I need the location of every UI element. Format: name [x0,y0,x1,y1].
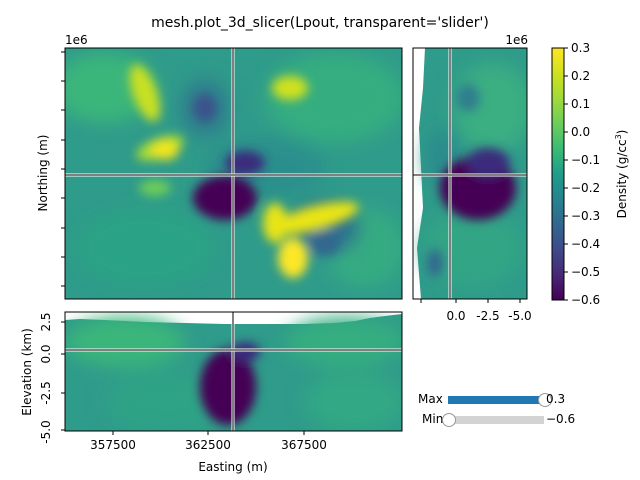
plan-view-offset-text: 1e6 [65,33,88,47]
plan-view-y-ticks [61,51,65,287]
north-section-y-tick-label: -5.0 [39,420,53,443]
figure-title: mesh.plot_3d_slicer(Lpout, transparent='… [151,15,489,31]
max-slider-value: 0.3 [546,392,566,406]
colorbar-gradient [551,47,565,301]
east-section-panel: 1e6 0.0 -2.5 -5.0 [412,33,532,323]
north-section-panel: 357500 362500 367500 Easting (m) 2.5 0.0… [20,311,403,474]
max-slider-fill [448,396,544,404]
north-section-xlabel: Easting (m) [198,460,267,474]
colorbar-tick-label: 0.3 [571,41,590,55]
east-section-offset-text: 1e6 [505,33,528,47]
plan-view-panel: 1e6 Northing (m) [36,33,403,300]
north-section-x-tick-label: 357500 [90,438,136,452]
colorbar-ticks: 0.3 0.2 0.1 0.0 −0.1 −0.2 −0.3 −0.4 −0.5 −0.6 [564,41,600,307]
north-section-y-tick-label: -2.5 [39,381,53,404]
min-slider[interactable]: Min −0.6 [400,410,580,430]
colorbar-tick-label: −0.4 [571,237,600,251]
colorbar: 0.3 0.2 0.1 0.0 −0.1 −0.2 −0.3 −0.4 −0.5 −0.6 Den… [551,41,629,307]
north-section-heatmap [65,312,402,431]
colorbar-tick-label: −0.6 [571,293,600,307]
colorbar-tick-label: −0.1 [571,153,600,167]
east-section-heatmap [413,48,527,299]
plan-view-frame [64,47,403,300]
north-section-y-tick-label: 2.5 [39,312,53,331]
min-slider-track[interactable] [448,416,544,424]
colorbar-label: Density (g/cc3) [614,130,629,219]
north-section-y-tick-label: 0.0 [39,344,53,363]
north-section-ylabel: Elevation (km) [20,328,34,416]
plan-view-ylabel: Northing (m) [36,135,50,212]
min-slider-label: Min [422,412,444,426]
north-section-frame [64,311,403,432]
east-section-frame [412,47,528,300]
east-section-tick-label: -2.5 [476,309,499,323]
colorbar-tick-label: −0.2 [571,181,600,195]
east-section-tick-label: 0.0 [446,309,465,323]
colorbar-tick-label: 0.2 [571,69,590,83]
north-section-x-ticks [112,431,305,435]
max-slider-handle[interactable] [538,393,552,407]
north-section-x-tick-label: 362500 [185,438,231,452]
colorbar-tick-label: −0.3 [571,209,600,223]
max-slider[interactable]: Max 0.3 [400,390,580,410]
colorbar-tick-label: 0.0 [571,125,590,139]
min-slider-handle[interactable] [442,413,456,427]
east-section-x-ticks [420,299,521,303]
max-slider-label: Max [418,392,443,406]
colorbar-tick-label: 0.1 [571,97,590,111]
north-section-x-tick-label: 367500 [281,438,327,452]
min-slider-value: −0.6 [546,412,576,426]
north-section-y-ticks [61,321,65,431]
plan-view-heatmap [65,48,402,299]
colorbar-tick-label: −0.5 [571,265,600,279]
east-section-tick-label: -5.0 [508,309,531,323]
